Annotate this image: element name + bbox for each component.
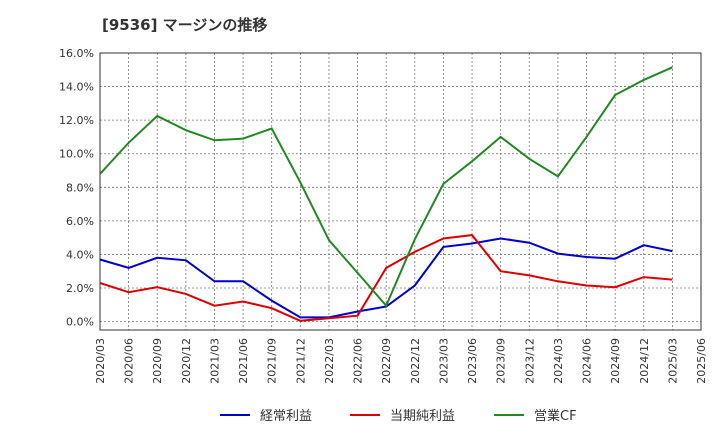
x-tick-label: 2024/09 bbox=[609, 338, 622, 384]
x-tick-label: 2022/03 bbox=[323, 338, 336, 384]
legend-label: 営業CF bbox=[534, 408, 577, 424]
y-tick-label: 2.0% bbox=[66, 282, 94, 295]
grid-lines bbox=[99, 52, 702, 330]
x-tick-label: 2022/12 bbox=[409, 338, 422, 384]
x-tick-label: 2022/06 bbox=[352, 338, 365, 384]
x-tick-label: 2022/09 bbox=[380, 338, 393, 384]
y-tick-label: 8.0% bbox=[66, 181, 94, 194]
x-tick-label: 2024/03 bbox=[552, 338, 565, 384]
x-tick-label: 2025/03 bbox=[666, 338, 679, 384]
x-tick-label: 2021/03 bbox=[208, 338, 221, 384]
series-lines bbox=[99, 66, 673, 322]
x-tick-label: 2023/06 bbox=[466, 338, 479, 384]
y-tick-label: 6.0% bbox=[66, 215, 94, 228]
plot-area-border bbox=[99, 52, 702, 331]
legend-label: 経常利益 bbox=[260, 409, 312, 424]
y-tick-label: 4.0% bbox=[66, 248, 94, 261]
x-tick-label: 2024/06 bbox=[581, 338, 594, 384]
x-tick-label: 2020/12 bbox=[180, 338, 193, 384]
x-tick-label: 2021/09 bbox=[266, 338, 279, 384]
y-tick-label: 10.0% bbox=[59, 148, 94, 161]
chart-title: [9536] マージンの推移 bbox=[102, 16, 267, 34]
x-tick-label: 2025/06 bbox=[695, 338, 708, 384]
legend-label: 当期純利益 bbox=[390, 409, 455, 424]
series-line bbox=[99, 66, 673, 308]
x-tick-label: 2024/12 bbox=[638, 338, 651, 384]
y-tick-label: 14.0% bbox=[59, 81, 94, 94]
y-axis: 0.0% 2.0% 4.0% 6.0% 8.0% 10.0% 12.0% 14.0% 16.0% bbox=[59, 47, 94, 329]
x-axis: 2020/03 2020/06 2020/09 2020/12 2021/03 2021/… bbox=[94, 338, 708, 384]
x-tick-label: 2023/12 bbox=[523, 338, 536, 384]
x-tick-label: 2023/03 bbox=[437, 338, 450, 384]
y-tick-label: 12.0% bbox=[59, 114, 94, 127]
x-tick-label: 2020/03 bbox=[94, 338, 107, 384]
x-tick-label: 2021/06 bbox=[237, 338, 250, 384]
x-tick-label: 2020/06 bbox=[123, 338, 136, 384]
legend: 経常利益 当期純利益 営業CF bbox=[220, 408, 577, 424]
y-tick-label: 0.0% bbox=[66, 316, 94, 329]
y-tick-label: 16.0% bbox=[59, 47, 94, 60]
x-tick-label: 2023/09 bbox=[495, 338, 508, 384]
x-tick-label: 2020/09 bbox=[151, 338, 164, 384]
series-line bbox=[99, 234, 673, 322]
x-tick-label: 2021/12 bbox=[294, 338, 307, 384]
